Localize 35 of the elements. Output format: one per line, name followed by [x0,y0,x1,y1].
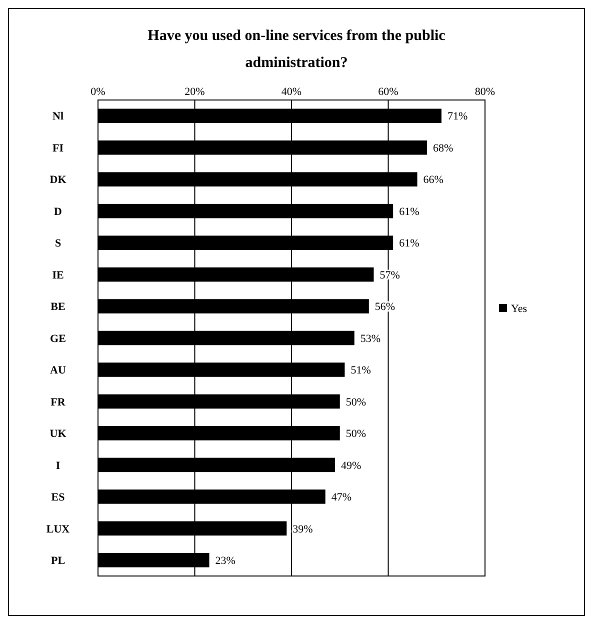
y-tick-label: PL [50,554,66,567]
x-tick-label: 80% [474,86,496,98]
y-tick-label: BE [50,301,66,314]
data-label: 61% [399,206,420,218]
x-tick-label: 60% [378,86,398,98]
data-label: 71% [447,110,468,123]
chart-title: Have you used on-line services from the public administration? [148,28,446,71]
y-tick-label: GE [50,332,66,345]
y-tick-label: LUX [46,523,70,536]
y-tick-label: S [54,238,62,250]
data-label: 49% [341,460,362,472]
y-tick-label: D [54,206,62,218]
data-label: 61% [399,238,420,250]
y-tick-label: Nl [52,110,64,123]
x-tick-label: 20% [184,86,205,98]
data-label: 53% [360,332,381,345]
x-tick-label: 40% [281,86,302,98]
data-label: 50% [346,396,366,408]
y-tick-label: AU [50,364,66,377]
data-label: 68% [432,142,454,154]
data-label: 50% [346,428,366,440]
data-label: 23% [215,554,236,567]
y-tick-label: ES [51,492,65,504]
data-label: 47% [331,492,352,504]
x-tick-label: 0% [90,86,106,98]
data-label: 39% [292,523,313,536]
data-label: 66% [423,174,444,186]
data-label: 51% [350,364,371,377]
y-tick-label: FI [52,142,64,154]
legend-label: Yes [511,302,528,315]
y-tick-label: UK [50,428,67,440]
y-tick-label: FR [50,396,66,408]
y-tick-label: I [56,460,60,472]
y-tick-label: IE [52,269,64,282]
y-tick-label: DK [50,174,67,186]
